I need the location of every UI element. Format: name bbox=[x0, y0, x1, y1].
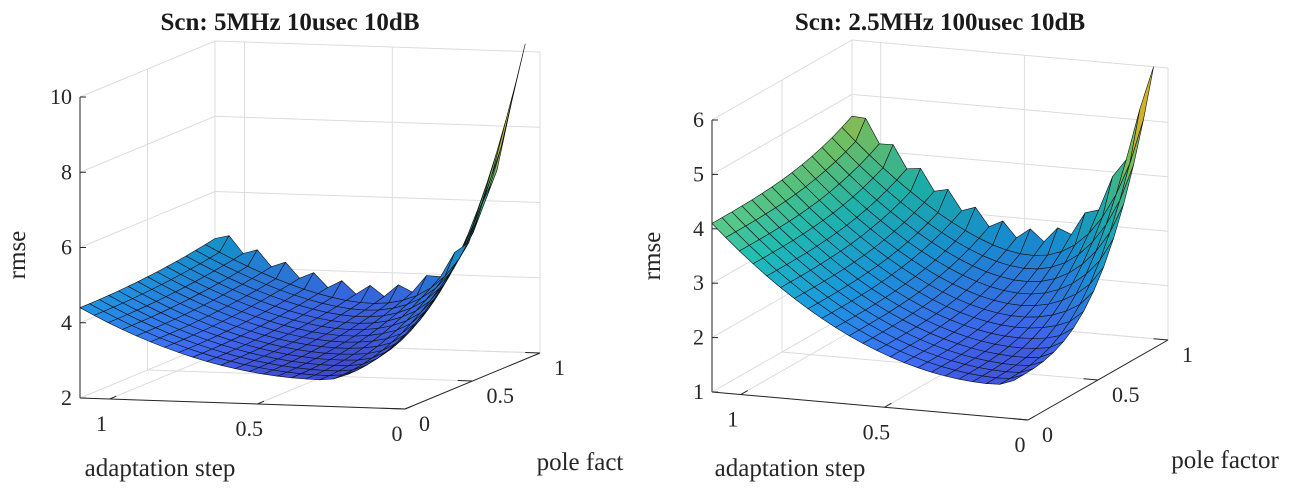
x-tick-label: 0 bbox=[1015, 432, 1026, 457]
surface-cell bbox=[472, 153, 497, 227]
axes bbox=[79, 96, 541, 410]
chart-title: Scn: 5MHz 10usec 10dB bbox=[160, 9, 419, 36]
z-tick-label: 5 bbox=[693, 161, 704, 186]
x-axis-label: adaptation step bbox=[85, 455, 236, 482]
z-axis-label: rmse bbox=[4, 231, 31, 280]
x-axis-label: adaptation step bbox=[715, 455, 866, 482]
surface-mesh bbox=[711, 66, 1154, 385]
surface-chart-1: 2 4 6 8 10 1 0.5 0 0 0.5 1 Scn: 5MHz 10usec 10dB rms… bbox=[4, 9, 623, 482]
x-tick-mark bbox=[884, 402, 892, 408]
z-tick-label: 8 bbox=[61, 159, 72, 184]
x-tick-label: 0.5 bbox=[236, 416, 264, 441]
z-tick-label: 1 bbox=[693, 379, 704, 404]
y-grid-line bbox=[147, 69, 473, 382]
x-tick-label: 1 bbox=[96, 411, 107, 436]
y-tick-mark bbox=[1013, 418, 1029, 421]
y-tick-mark bbox=[1083, 378, 1099, 381]
y-axis-label: pole factor bbox=[1171, 447, 1279, 474]
z-tick-label: 4 bbox=[693, 216, 704, 241]
surface-mesh bbox=[79, 43, 526, 381]
z-grid-line bbox=[79, 190, 541, 248]
z-axis-label: rmse bbox=[639, 232, 666, 281]
x-tick-label: 0 bbox=[392, 421, 403, 446]
surface-cell bbox=[481, 119, 507, 203]
z-tick-label: 3 bbox=[693, 270, 704, 295]
z-tick-label: 4 bbox=[61, 310, 72, 335]
z-tick-label: 2 bbox=[693, 325, 704, 350]
y-tick-mark bbox=[457, 380, 473, 382]
y-tick-mark bbox=[1153, 338, 1169, 341]
z-tick-label: 10 bbox=[50, 84, 72, 109]
z-tick-label: 6 bbox=[61, 235, 72, 260]
y-tick-label: 1 bbox=[1182, 342, 1193, 367]
surface-chart-2: 1 2 3 4 5 6 1 0.5 0 0 0.5 1 Scn: 2.5MHz 100usec 10dB… bbox=[639, 9, 1279, 482]
z-tick-label: 6 bbox=[693, 107, 704, 132]
z-tick-label: 2 bbox=[61, 385, 72, 410]
x-tick-mark bbox=[1027, 415, 1036, 421]
y-tick-label: 0 bbox=[419, 411, 430, 436]
x-tick-mark bbox=[740, 390, 748, 395]
y-tick-mark bbox=[525, 352, 541, 354]
z-grid-line bbox=[79, 40, 541, 98]
z-grid-line bbox=[711, 39, 1169, 121]
x-tick-label: 0.5 bbox=[863, 419, 891, 444]
x-tick-mark bbox=[109, 395, 117, 400]
x-tick-label: 1 bbox=[727, 407, 738, 432]
z-grid-line bbox=[79, 115, 541, 173]
x-tick-mark bbox=[404, 405, 412, 410]
y-tick-label: 0 bbox=[1042, 422, 1053, 447]
x-tick-mark bbox=[257, 400, 265, 405]
chart-title: Scn: 2.5MHz 100usec 10dB bbox=[795, 9, 1085, 36]
axes bbox=[711, 119, 1169, 421]
y-tick-label: 0.5 bbox=[1112, 382, 1140, 407]
y-tick-label: 1 bbox=[554, 355, 565, 380]
x-axis-line bbox=[79, 397, 406, 410]
surface-cell bbox=[1129, 66, 1154, 164]
z-grid-line bbox=[711, 93, 1169, 175]
y-axis-label: pole fact bbox=[537, 449, 624, 476]
x-axis-line bbox=[711, 391, 1029, 421]
y-tick-label: 0.5 bbox=[487, 383, 515, 408]
surface-cell bbox=[501, 43, 526, 147]
surface-cell bbox=[491, 83, 516, 176]
y-tick-mark bbox=[390, 408, 406, 410]
tick-labels: 2 4 6 8 10 1 0.5 0 0 0.5 1 bbox=[50, 84, 565, 446]
tick-labels: 1 2 3 4 5 6 1 0.5 0 0 0.5 1 bbox=[693, 107, 1193, 457]
